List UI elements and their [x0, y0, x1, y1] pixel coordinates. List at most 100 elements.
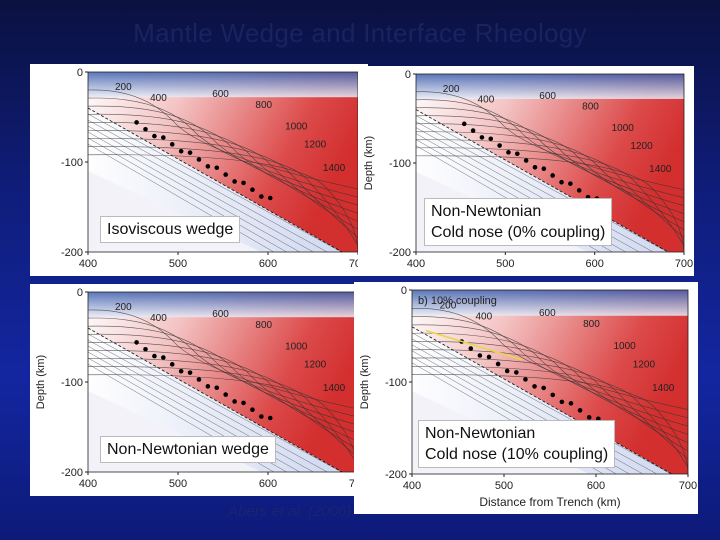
cold-lid [88, 72, 358, 98]
earthquake-dot [250, 407, 255, 413]
caption-line: Cold nose (10% coupling) [425, 446, 609, 463]
earthquake-dot [134, 340, 139, 345]
earthquake-dot [161, 135, 166, 140]
x-tick-label: 700 [679, 480, 697, 492]
earthquake-dot [161, 355, 166, 360]
earthquake-dot [267, 195, 273, 201]
x-tick-label: 400 [403, 480, 421, 492]
earthquake-dot [232, 399, 237, 404]
inset-label: b) 10% coupling [418, 295, 497, 307]
earthquake-dot [178, 368, 184, 374]
contour-label: 1000 [285, 122, 308, 133]
isotherm-line [412, 349, 688, 452]
isotherm-line [88, 89, 358, 190]
caption-line: Non-Newtonian [431, 203, 542, 220]
slab-isotherm [88, 137, 288, 252]
earthquake-dot [559, 399, 565, 405]
isotherm-line [412, 332, 688, 435]
earthquake-dot [515, 151, 520, 157]
contour-label: 1000 [613, 341, 636, 352]
contour-label: 1200 [630, 141, 653, 152]
earthquake-dot [232, 179, 237, 184]
x-tick-label: 400 [79, 258, 97, 270]
earthquake-dot [559, 179, 564, 185]
caption-line: Non-Newtonian [425, 425, 536, 442]
earthquake-dot [568, 181, 573, 186]
earthquake-dot [214, 165, 220, 171]
earthquake-dot [196, 157, 202, 162]
contour-label: 1000 [285, 342, 308, 353]
earthquake-dot [523, 377, 528, 382]
earthquake-dot [134, 120, 139, 125]
earthquake-dot [550, 392, 556, 398]
isotherm-line [88, 358, 358, 458]
contour-label: 600 [212, 309, 229, 320]
earthquake-dot [152, 133, 157, 139]
contour-label: 400 [478, 94, 495, 105]
contour-label: 400 [150, 93, 167, 104]
slab-isotherm [88, 333, 342, 472]
earthquake-dot [577, 408, 583, 413]
isotherm-line [88, 350, 358, 450]
earthquake-dot [568, 401, 574, 406]
y-tick-label: -200 [389, 247, 411, 259]
slab-surface [416, 109, 670, 252]
x-tick-label: 600 [259, 478, 277, 490]
earthquake-dot [470, 128, 476, 133]
contour-label: 600 [212, 89, 229, 100]
isotherm-line [412, 316, 688, 419]
x-tick-label: 700 [675, 258, 693, 270]
isotherm-line [416, 139, 684, 238]
panel-caption-isoviscous: Isoviscous wedge [100, 216, 241, 243]
y-tick-label: 0 [77, 67, 83, 79]
y-tick-label: 0 [401, 285, 407, 297]
contour-label: 1000 [612, 123, 635, 134]
earthquake-dot [223, 172, 228, 177]
isotherm-line [416, 147, 684, 246]
y-tick-label: -200 [61, 247, 83, 259]
earthquake-dot [178, 148, 184, 154]
isotherm-line [416, 99, 684, 199]
earthquake-dot [586, 415, 592, 420]
isotherm-line [88, 146, 358, 246]
x-tick-label: 400 [407, 258, 425, 270]
earthquake-dot [532, 164, 538, 170]
x-tick-label: 600 [259, 258, 277, 270]
earthquake-dot [259, 414, 264, 419]
panel-non-newtonian: 200 400 600 800 1000 1200 1400 0 -100 -200 400 500 6… [30, 284, 368, 496]
panel-caption-cold-nose-0: Non-Newtonian Cold nose (0% coupling) [424, 198, 613, 246]
isotherm-line [88, 97, 358, 198]
earthquake-dot [223, 392, 228, 397]
earthquake-dot [187, 150, 193, 155]
earthquake-dot [532, 384, 537, 389]
earthquake-dot [143, 126, 148, 132]
y-axis-label: Depth (km) [363, 136, 375, 190]
isotherm-line [88, 342, 358, 442]
earthquake-dot [169, 142, 175, 147]
earthquake-dot [541, 166, 547, 171]
earthquake-dot [169, 362, 175, 367]
slab-surface [88, 327, 343, 472]
contour-label: 600 [539, 308, 556, 319]
slab-isotherm [88, 357, 288, 472]
isotherm-line [88, 130, 358, 230]
isotherm-line [88, 309, 358, 410]
plot-area [88, 292, 358, 472]
y-axis-label: Depth (km) [35, 355, 47, 409]
x-tick-label: 600 [587, 480, 605, 492]
panel-isoviscous: 200 400 600 800 1000 1200 1400 0 -100 -200 400 500 6… [30, 64, 368, 276]
slide-title: Mantle Wedge and Interface Rheology [133, 18, 587, 48]
earthquake-dot [259, 194, 264, 199]
contour-label: 1400 [323, 383, 346, 394]
isotherm-line [88, 113, 358, 214]
contour-label: 600 [539, 91, 556, 102]
slab-isotherm [416, 121, 654, 252]
x-tick-label: 400 [79, 478, 97, 490]
earthquake-dot [486, 354, 492, 360]
isotherm-line [88, 366, 358, 466]
earthquake-dot [196, 377, 202, 382]
y-tick-label: -100 [385, 377, 407, 389]
contour-label: 200 [440, 300, 457, 311]
coupling-segment [425, 329, 523, 361]
